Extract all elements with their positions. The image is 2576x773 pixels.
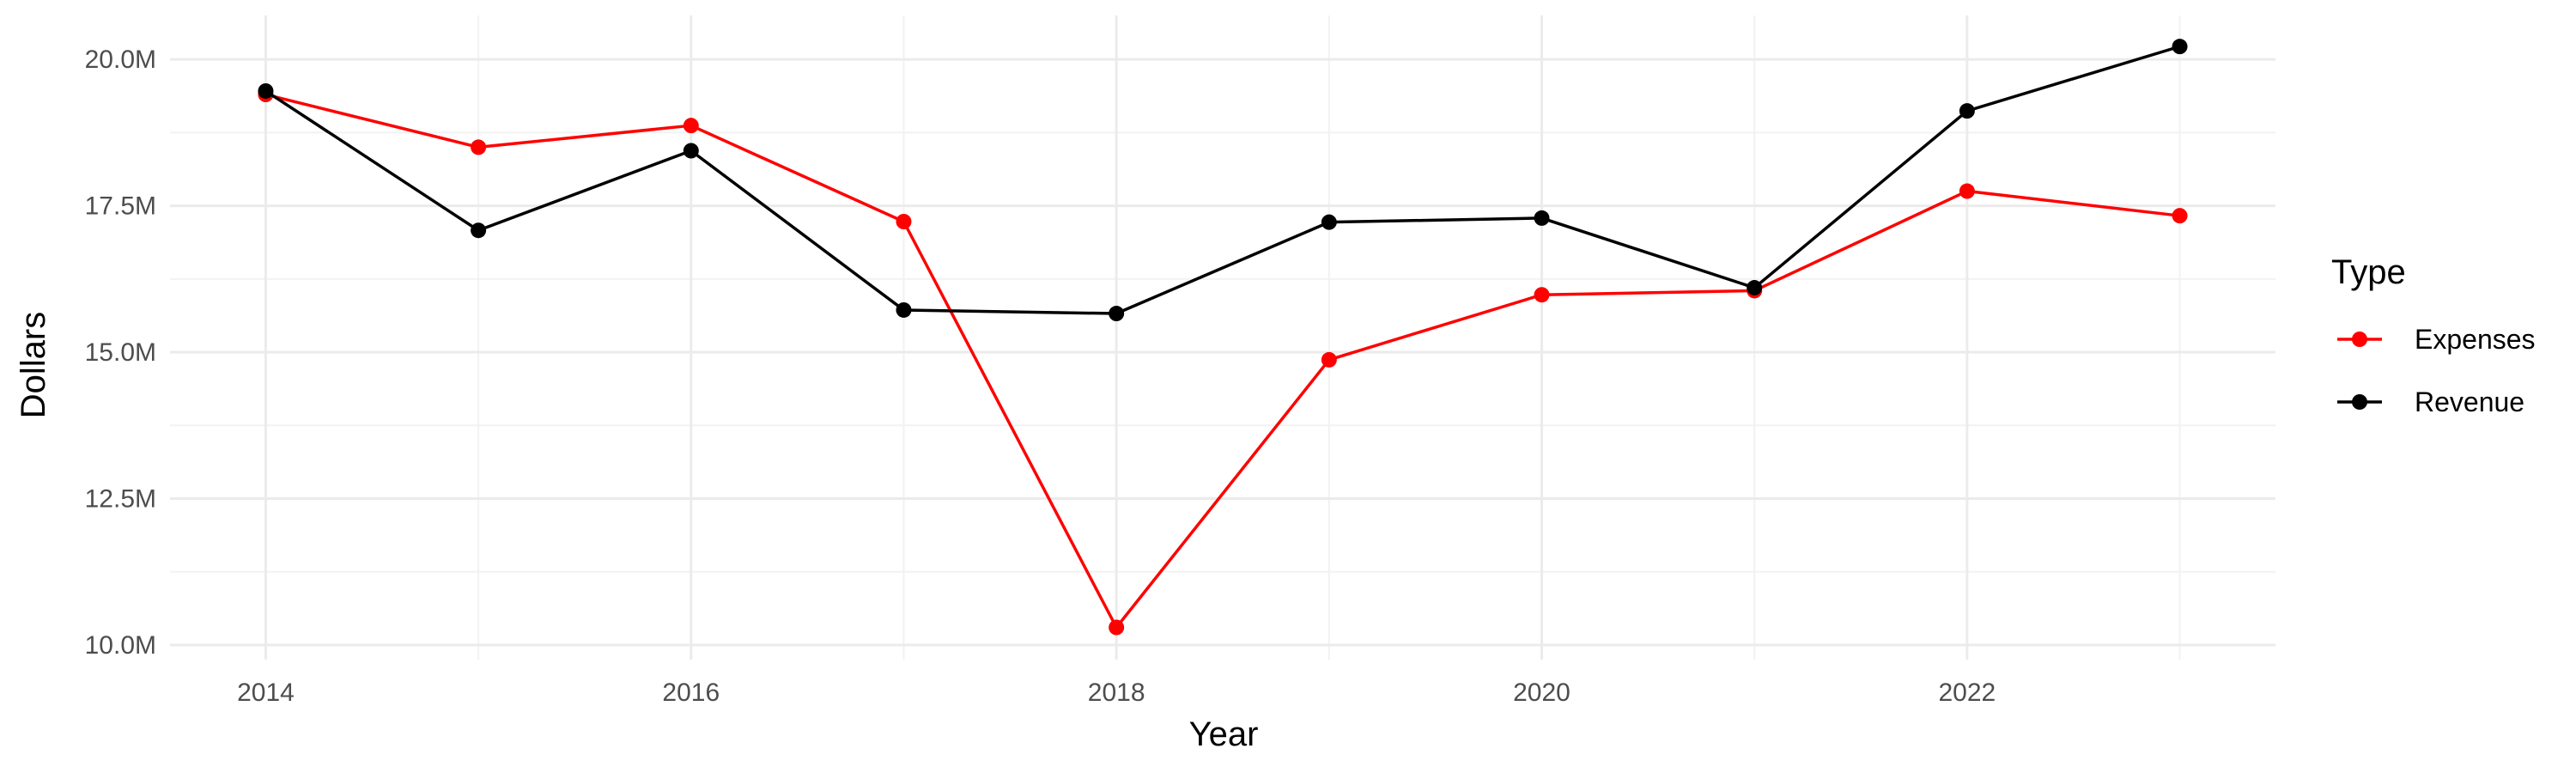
x-tick-label: 2020	[1513, 679, 1571, 707]
series-expenses	[258, 87, 2188, 636]
data-point-expenses	[683, 118, 699, 134]
data-point-revenue	[471, 222, 487, 239]
data-point-revenue	[2172, 39, 2188, 55]
x-tick-label: 2016	[662, 679, 720, 707]
data-point-expenses	[896, 214, 912, 229]
data-point-revenue	[1747, 280, 1763, 296]
legend: Type Expenses Revenue	[2331, 253, 2536, 417]
x-tick-label: 2022	[1938, 679, 1996, 707]
data-point-revenue	[1321, 214, 1337, 230]
series	[258, 39, 2188, 636]
data-point-revenue	[1534, 210, 1550, 226]
data-point-expenses	[1321, 351, 1337, 368]
legend-entries: Expenses Revenue	[2337, 324, 2536, 417]
y-tick-label: 20.0M	[85, 46, 156, 74]
data-point-revenue	[896, 301, 912, 318]
data-point-expenses	[471, 139, 487, 155]
axes: 2014 2016 2018 2020 2022 10.0M 12.5M 15.0M 17.5M…	[85, 46, 1996, 707]
series-line-expenses	[265, 93, 2180, 630]
legend-key-point	[2352, 394, 2367, 410]
data-point-expenses	[1109, 619, 1125, 636]
x-tick-label: 2014	[237, 679, 295, 707]
grid	[170, 15, 2275, 660]
data-point-expenses	[2172, 208, 2188, 224]
legend-entry-expenses: Expenses	[2337, 324, 2536, 355]
y-tick-label: 17.5M	[85, 192, 156, 221]
y-tick-label: 12.5M	[85, 485, 156, 514]
x-axis-title: Year	[1189, 715, 1259, 753]
data-point-revenue	[258, 82, 274, 99]
data-point-expenses	[1534, 287, 1550, 303]
x-tick-label: 2018	[1088, 679, 1145, 707]
legend-label-revenue: Revenue	[2415, 386, 2524, 417]
legend-label-expenses: Expenses	[2415, 324, 2536, 355]
data-point-revenue	[1109, 306, 1125, 322]
y-tick-label: 10.0M	[85, 631, 156, 660]
series-line-revenue	[264, 45, 2181, 315]
series-revenue	[258, 39, 2188, 322]
y-tick-label: 15.0M	[85, 338, 156, 367]
data-point-expenses	[1959, 183, 1975, 199]
legend-entry-revenue: Revenue	[2337, 386, 2524, 417]
legend-title: Type	[2331, 253, 2406, 291]
legend-key-point	[2352, 332, 2367, 347]
data-point-revenue	[683, 143, 699, 159]
data-point-revenue	[1959, 103, 1975, 119]
y-axis-title: Dollars	[15, 312, 52, 418]
